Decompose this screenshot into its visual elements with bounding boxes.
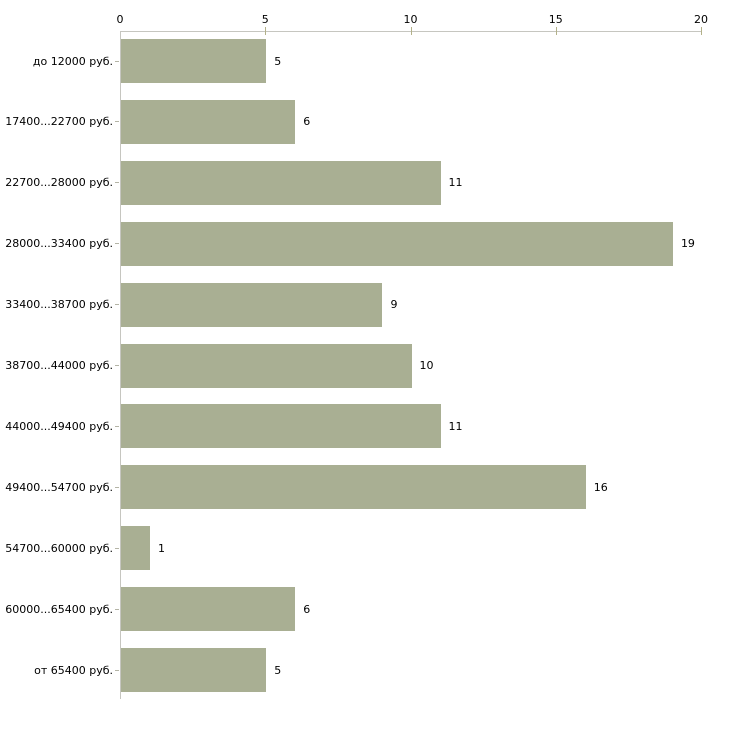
- value-label: 5: [274, 54, 282, 68]
- category-label: 49400...54700 руб.: [5, 480, 113, 494]
- category-label: до 12000 руб.: [32, 54, 113, 68]
- category-label: 28000...33400 руб.: [5, 237, 113, 251]
- category-tick: [115, 304, 119, 306]
- x-tick-label: 20: [694, 13, 708, 26]
- value-label: 6: [303, 115, 311, 129]
- bar: [121, 160, 441, 205]
- bar-row: 49400...54700 руб. 16: [0, 465, 730, 510]
- value-label: 1: [158, 541, 166, 555]
- x-tick-label: 5: [261, 13, 269, 26]
- x-tick-mark: [555, 27, 557, 35]
- category-tick: [115, 486, 119, 488]
- bar-row: 22700...28000 руб. 11: [0, 160, 730, 205]
- x-tick-mark: [701, 27, 702, 35]
- bar-row: 33400...38700 руб. 9: [0, 282, 730, 327]
- category-tick: [115, 365, 119, 366]
- category-tick: [115, 121, 119, 123]
- category-label: 22700...28000 руб.: [5, 176, 113, 190]
- value-label: 11: [448, 176, 463, 190]
- x-tick-label: 15: [548, 13, 563, 26]
- bar-row: 38700...44000 руб. 10: [0, 343, 730, 388]
- bar: [121, 404, 441, 449]
- value-label: 6: [303, 602, 311, 616]
- category-tick: [115, 669, 119, 671]
- bar: [121, 99, 296, 144]
- value-label: 16: [593, 480, 608, 494]
- bar-row: 54700...60000 руб. 1: [0, 526, 730, 571]
- category-label: от 65400 руб.: [34, 663, 113, 677]
- category-label: 17400...22700 руб.: [5, 115, 113, 129]
- x-tick-mark: [410, 27, 412, 35]
- category-tick: [115, 608, 119, 610]
- value-label: 9: [390, 298, 398, 312]
- value-label: 5: [274, 663, 282, 677]
- category-tick: [115, 243, 119, 245]
- category-tick: [115, 182, 119, 184]
- category-tick: [115, 425, 119, 427]
- category-tick: [115, 547, 119, 549]
- bar: [121, 343, 412, 388]
- bar-row: 44000...49400 руб. 11: [0, 404, 730, 449]
- bar-row: 60000...65400 руб. 6: [0, 587, 730, 632]
- category-label: 44000...49400 руб.: [5, 419, 113, 433]
- category-tick: [115, 60, 119, 62]
- category-label: 54700...60000 руб.: [5, 541, 113, 555]
- bar: [121, 465, 586, 510]
- x-tick-label: 0: [116, 13, 124, 26]
- value-label: 19: [680, 237, 695, 251]
- value-label: 11: [448, 419, 463, 433]
- category-label: 60000...65400 руб.: [5, 602, 113, 616]
- bar-row: до 12000 руб. 5: [0, 39, 730, 83]
- bar: [121, 282, 383, 327]
- bar: [121, 221, 673, 266]
- category-label: 33400...38700 руб.: [5, 298, 113, 312]
- bar: [121, 39, 267, 83]
- y-axis-line: [120, 31, 121, 699]
- x-tick-mark: [265, 27, 267, 35]
- bar-row: 28000...33400 руб. 19: [0, 221, 730, 266]
- bar: [121, 648, 267, 692]
- x-tick-label: 10: [403, 13, 418, 26]
- bar: [121, 526, 151, 571]
- bar-row: от 65400 руб. 5: [0, 648, 730, 692]
- bar: [121, 587, 296, 632]
- category-label: 38700...44000 руб.: [5, 359, 113, 372]
- value-label: 10: [419, 359, 434, 372]
- bar-row: 17400...22700 руб. 6: [0, 99, 730, 144]
